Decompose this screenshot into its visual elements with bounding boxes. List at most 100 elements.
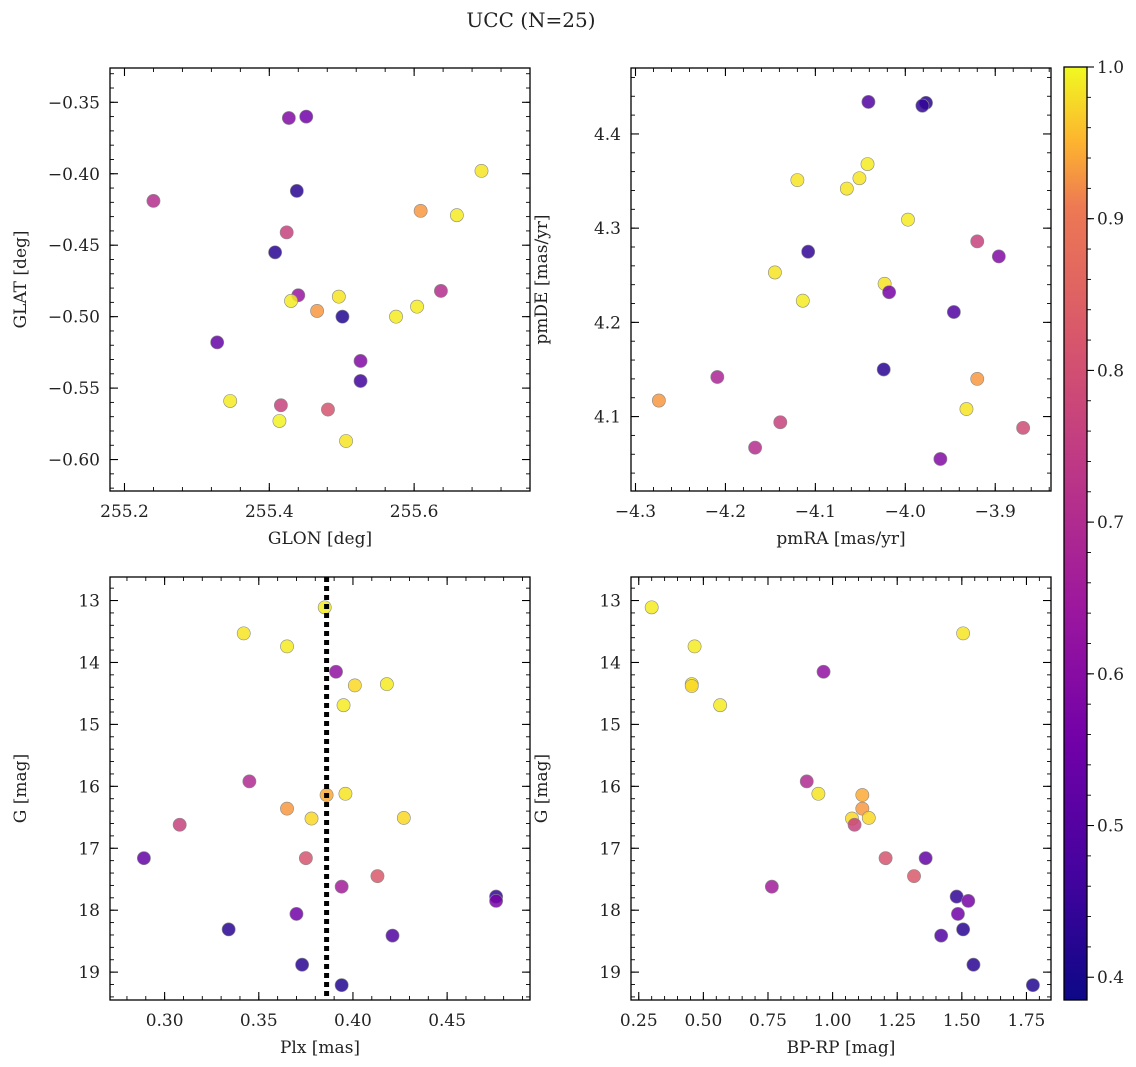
scatter-point bbox=[434, 284, 448, 298]
scatter-point bbox=[304, 811, 319, 826]
scatter-point bbox=[799, 774, 814, 789]
x-tick-label: −3.9 bbox=[975, 502, 1016, 522]
x-tick-label: −4.3 bbox=[615, 502, 656, 522]
x-axis-label: BP-RP [mag] bbox=[787, 1038, 896, 1058]
axes-frame bbox=[109, 576, 531, 1001]
colorbar-tick-label: 0.5 bbox=[1097, 817, 1124, 837]
x-axis-label: Plx [mas] bbox=[280, 1038, 360, 1058]
scatter-point bbox=[951, 907, 965, 921]
x-tick-label: 255.2 bbox=[100, 502, 149, 522]
x-tick-label: 0.75 bbox=[749, 1011, 787, 1031]
scatter-point bbox=[966, 957, 981, 972]
y-tick-label: 17 bbox=[599, 839, 621, 859]
scatter-point bbox=[801, 244, 816, 259]
y-tick-label: −0.55 bbox=[48, 379, 100, 399]
scatter-point bbox=[1026, 978, 1040, 993]
x-axis-label: GLON [deg] bbox=[268, 529, 372, 549]
scatter-point bbox=[449, 208, 464, 223]
scatter-point bbox=[878, 851, 893, 866]
x-tick-label: 0.35 bbox=[240, 1011, 278, 1031]
scatter-point bbox=[284, 294, 298, 308]
x-tick-label: 1.00 bbox=[814, 1011, 852, 1031]
scatter-point bbox=[644, 600, 659, 615]
y-tick-label: 18 bbox=[78, 901, 100, 921]
scatter-point bbox=[949, 889, 964, 904]
x-tick-label: 255.4 bbox=[245, 502, 294, 522]
scatter-point bbox=[811, 786, 826, 801]
scatter-point bbox=[370, 869, 385, 884]
scatter-point bbox=[489, 894, 503, 908]
y-tick-label: −0.45 bbox=[48, 236, 100, 256]
panel-glon-glat: 255.2 255.4 255.6 −0.35 −0.40 −0.45 −0.50 −0.55… bbox=[11, 67, 531, 549]
scatter-point bbox=[281, 111, 296, 125]
scatter-point bbox=[790, 173, 805, 188]
y-axis-label: pmDE [mas/yr] bbox=[532, 214, 552, 344]
scatter-point bbox=[855, 788, 870, 802]
scatter-point bbox=[210, 335, 225, 350]
scatter-point bbox=[956, 626, 971, 641]
scatter-point bbox=[242, 774, 257, 789]
scatter-point bbox=[410, 299, 424, 314]
scatter-point bbox=[268, 245, 283, 260]
colorbar: 0.4 0.5 0.6 0.7 0.8 0.9 1.0 bbox=[1063, 58, 1124, 1001]
scatter-point bbox=[335, 309, 350, 324]
colorbar-tick-label: 1.0 bbox=[1097, 58, 1124, 78]
scatter-point bbox=[146, 194, 161, 208]
scatter-point bbox=[295, 957, 310, 972]
scatter-point bbox=[934, 928, 949, 943]
y-tick-label: −0.50 bbox=[48, 308, 100, 328]
scatter-point bbox=[713, 698, 728, 713]
y-tick-label: 4.1 bbox=[594, 408, 621, 428]
scatter-point bbox=[882, 285, 897, 300]
scatter-point bbox=[289, 183, 304, 198]
y-tick-label: −0.35 bbox=[48, 93, 100, 113]
scatter-point bbox=[970, 371, 985, 386]
y-tick-label: 13 bbox=[599, 592, 621, 612]
panel-plx-g: 0.30 0.35 0.40 0.45 13 14 15 16 17 18 19 Plx [mas] G… bbox=[11, 576, 531, 1058]
x-tick-label: 0.50 bbox=[684, 1011, 722, 1031]
scatter-point bbox=[236, 626, 251, 641]
colorbar-tick-label: 0.9 bbox=[1097, 210, 1124, 230]
y-tick-label: 4.2 bbox=[594, 313, 621, 333]
panel-bprp-g: 0.25 0.50 0.75 1.00 1.25 1.50 1.75 13 14 15 16 17 18… bbox=[532, 576, 1052, 1058]
scatter-point bbox=[385, 928, 400, 943]
scatter-point bbox=[339, 434, 353, 448]
y-tick-label: 17 bbox=[78, 839, 100, 859]
panel-pmra-pmde: −4.3 −4.2 −4.1 −4.0 −3.9 4.1 4.2 4.3 4.4 pmRA [ma… bbox=[532, 67, 1052, 549]
x-tick-label: −4.0 bbox=[885, 502, 926, 522]
y-tick-label: 16 bbox=[78, 777, 100, 797]
scatter-point bbox=[298, 851, 313, 866]
scatter-point bbox=[748, 440, 763, 455]
y-axis-label: GLAT [deg] bbox=[11, 230, 31, 328]
scatter-point bbox=[684, 679, 699, 693]
scatter-point bbox=[353, 374, 368, 388]
y-axis-label: G [mag] bbox=[532, 754, 552, 823]
scatter-point bbox=[474, 163, 489, 178]
scatter-point bbox=[651, 393, 666, 408]
scatter-point bbox=[334, 879, 349, 894]
scatter-point bbox=[137, 851, 151, 866]
scatter-point bbox=[379, 677, 394, 692]
scatter-point bbox=[353, 354, 368, 368]
scatter-point bbox=[413, 204, 428, 218]
x-tick-label: 1.75 bbox=[1008, 1011, 1046, 1031]
y-tick-label: 14 bbox=[599, 653, 621, 673]
scatter-point bbox=[299, 109, 314, 124]
scatter-point bbox=[172, 817, 187, 832]
scatter-point bbox=[273, 398, 288, 413]
scatter-point bbox=[847, 817, 862, 832]
scatter-point bbox=[991, 249, 1006, 264]
colorbar-frame bbox=[1063, 66, 1088, 1001]
scatter-point bbox=[860, 157, 875, 171]
colorbar-tick-label: 0.4 bbox=[1097, 968, 1124, 988]
scatter-point bbox=[795, 293, 810, 308]
y-tick-label: −0.40 bbox=[48, 165, 100, 185]
scatter-point bbox=[767, 265, 782, 280]
scatter-point bbox=[289, 907, 304, 921]
scatter-point bbox=[816, 664, 831, 679]
scatter-point bbox=[901, 212, 915, 227]
y-tick-label: 16 bbox=[599, 777, 621, 797]
axes-frame bbox=[630, 67, 1052, 492]
scatter-point bbox=[347, 678, 362, 693]
y-tick-label: 15 bbox=[599, 715, 621, 735]
